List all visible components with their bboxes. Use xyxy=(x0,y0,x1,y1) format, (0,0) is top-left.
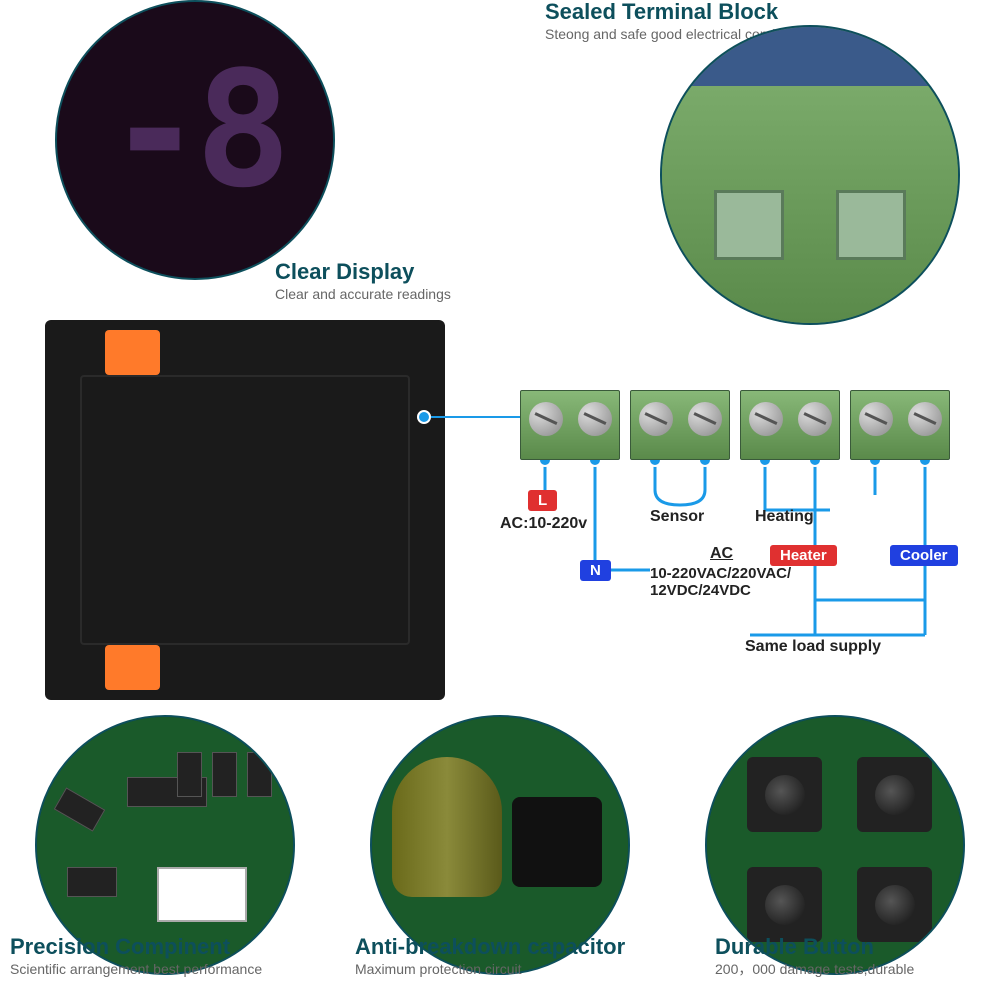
ac-label: AC xyxy=(710,545,733,563)
sealed-title: Sealed Terminal Block xyxy=(545,0,975,24)
bridge-rectifier xyxy=(512,797,602,887)
screw-icon xyxy=(798,402,832,436)
connection-line xyxy=(431,416,531,418)
tactile-button xyxy=(747,757,822,832)
l-chip: L xyxy=(528,490,557,511)
tactile-button xyxy=(857,867,932,942)
terminal-block xyxy=(740,390,840,460)
screw-icon xyxy=(578,402,612,436)
smd-component xyxy=(177,752,202,797)
screw-icon xyxy=(688,402,722,436)
sealed-terminal-circle xyxy=(660,25,960,325)
smd-component xyxy=(54,787,105,831)
tactile-button xyxy=(857,757,932,832)
precision-sub: Scientific arrangement best performance xyxy=(10,961,320,978)
screw-icon xyxy=(749,402,783,436)
heater-chip: Heater xyxy=(770,545,837,566)
mounting-clip xyxy=(105,645,160,690)
cooler-chip: Cooler xyxy=(890,545,958,566)
terminal-block xyxy=(850,390,950,460)
smd-component xyxy=(67,867,117,897)
button-title: Durable Button xyxy=(715,935,995,959)
terminal-closeup xyxy=(662,27,958,323)
terminal-slot xyxy=(836,190,906,260)
tactile-button xyxy=(747,867,822,942)
mounting-clip xyxy=(105,330,160,375)
clear-display-heading: Clear Display Clear and accurate reading… xyxy=(275,260,575,303)
screw-icon xyxy=(908,402,942,436)
connection-dot xyxy=(417,410,431,424)
capacitor-title: Anti-breakdown capacitor xyxy=(355,935,665,959)
capacitor-sub: Maximum protection circuit xyxy=(355,961,665,978)
wiring-diagram: L AC:10-220v N Sensor Heating AC Heater … xyxy=(520,460,970,710)
n-chip: N xyxy=(580,560,611,581)
led-digit: -8 xyxy=(107,50,284,210)
terminals-row xyxy=(520,390,950,460)
terminal-block xyxy=(520,390,620,460)
smd-component xyxy=(212,752,237,797)
button-heading: Durable Button 200，000 damage tests,dura… xyxy=(715,975,995,978)
terminal-block xyxy=(630,390,730,460)
screw-icon xyxy=(639,402,673,436)
terminal-slot xyxy=(714,190,784,260)
capacitor xyxy=(392,757,502,897)
heating-label: Heating xyxy=(755,508,814,526)
voltage-spec: 10-220VAC/220VAC/ 12VDC/24VDC xyxy=(650,565,791,599)
screw-icon xyxy=(529,402,563,436)
relay xyxy=(157,867,247,922)
display-title: Clear Display xyxy=(275,260,575,284)
controller-device xyxy=(45,320,445,700)
precision-title: Precision Compinent xyxy=(10,935,320,959)
ac-voltage-label: AC:10-220v xyxy=(500,515,587,533)
supply-label: Same load supply xyxy=(745,638,881,656)
screw-icon xyxy=(859,402,893,436)
smd-component xyxy=(247,752,272,797)
precision-heading: Precision Compinent Scientific arrangeme… xyxy=(10,975,320,978)
sensor-label: Sensor xyxy=(650,508,704,526)
display-sub: Clear and accurate readings xyxy=(275,286,575,303)
button-sub: 200，000 damage tests,durable xyxy=(715,961,995,978)
capacitor-heading: Anti-breakdown capacitor Maximum protect… xyxy=(355,975,665,978)
clear-display-circle: -8 xyxy=(55,0,335,280)
